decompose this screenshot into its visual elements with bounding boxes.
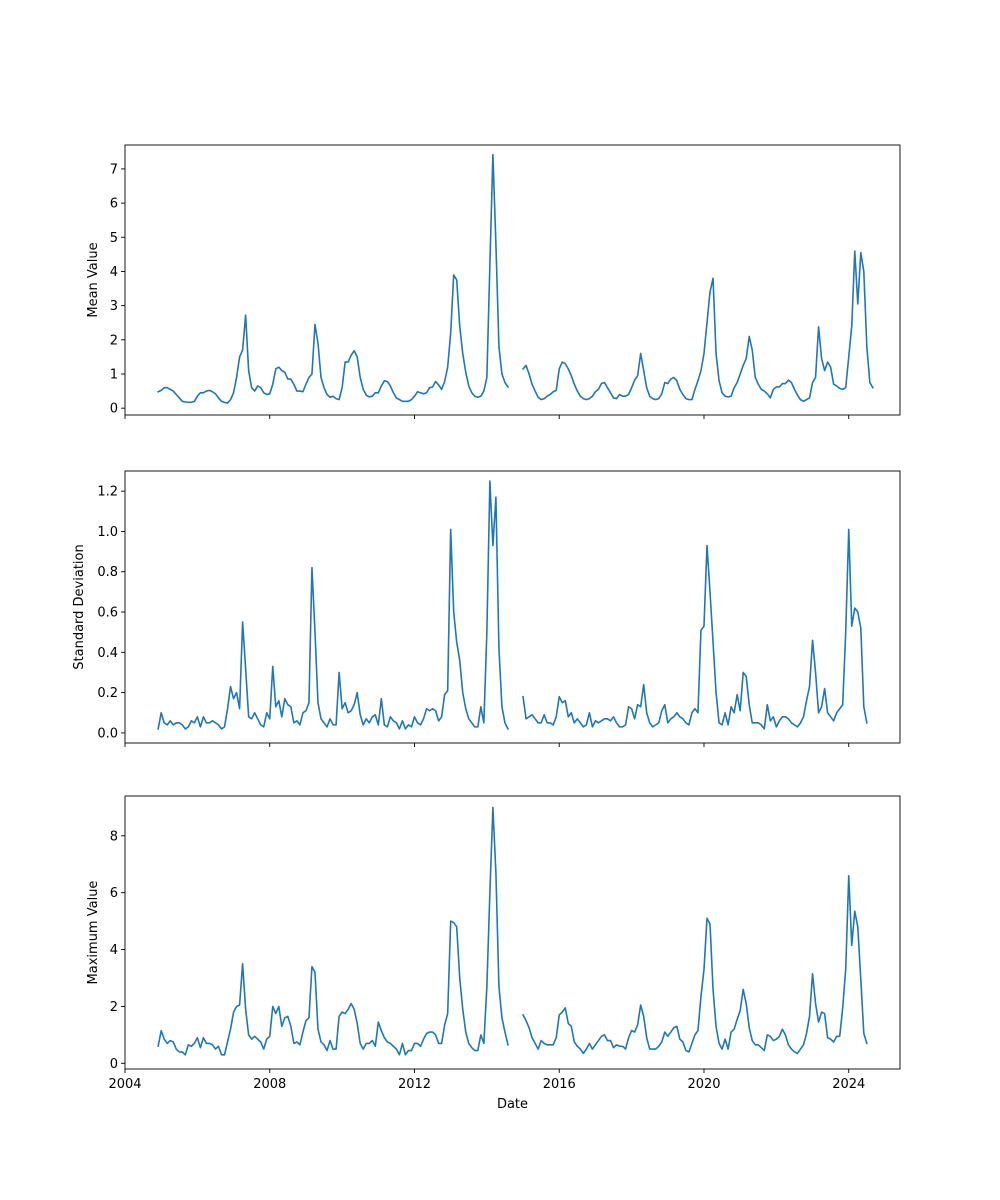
y-tick-label: 4: [110, 265, 118, 280]
y-tick-label: 6: [110, 197, 118, 212]
y-tick-label: 0.2: [97, 686, 118, 701]
x-tick-label: 2008: [253, 1077, 286, 1092]
y-tick-label: 4: [110, 943, 118, 958]
subplot-1: 0 1 2 3 4 5 6 7 Mean Value: [86, 144, 901, 419]
series-line-segment: [521, 250, 874, 403]
subplot-2: 0.0 0.2 0.4 0.6 0.8 1.0 1.2 Standard Deviation: [72, 470, 901, 747]
y-tick-label: 0.6: [97, 606, 118, 621]
y-tick-label: 1: [110, 367, 118, 382]
y-tick-label: 2: [110, 333, 118, 348]
series-line-segment: [521, 874, 868, 1055]
y-axis-label: Mean Value: [86, 242, 101, 317]
y-tick-label: 3: [110, 299, 118, 314]
y-tick-label: 8: [110, 829, 118, 844]
plot-frame: [124, 795, 901, 1070]
x-tick-label: 2012: [398, 1077, 431, 1092]
y-tick-label: 0: [110, 1057, 118, 1072]
y-tick-label: 1.2: [97, 485, 118, 500]
y-axis-label: Maximum Value: [86, 881, 101, 985]
y-tick-label: 6: [110, 886, 118, 901]
y-tick-label: 0.8: [97, 565, 118, 580]
series-line-segment: [522, 528, 868, 730]
y-tick-label: 5: [110, 231, 118, 246]
series-line-segment: [157, 480, 510, 730]
x-tick-label: 2020: [687, 1077, 720, 1092]
plot-frame: [124, 144, 901, 416]
x-tick-label: 2004: [108, 1077, 141, 1092]
y-tick-label: 7: [110, 162, 118, 177]
series-line-segment: [157, 806, 509, 1056]
x-tick-label: 2024: [832, 1077, 865, 1092]
plot-frame: [124, 470, 901, 744]
y-tick-label: 0: [110, 402, 118, 417]
y-tick-label: 1.0: [97, 525, 118, 540]
series-line-segment: [157, 153, 510, 404]
y-tick-label: 2: [110, 1000, 118, 1015]
y-tick-label: 0.4: [97, 646, 118, 661]
subplot-3: 0 2 4 6 8 2004 2008 2012 2016 2020 2024 Maximum Val…: [86, 795, 901, 1112]
y-tick-label: 0.0: [97, 726, 118, 741]
x-axis-label: Date: [497, 1097, 528, 1112]
y-axis-label: Standard Deviation: [72, 544, 87, 669]
x-tick-label: 2016: [543, 1077, 576, 1092]
